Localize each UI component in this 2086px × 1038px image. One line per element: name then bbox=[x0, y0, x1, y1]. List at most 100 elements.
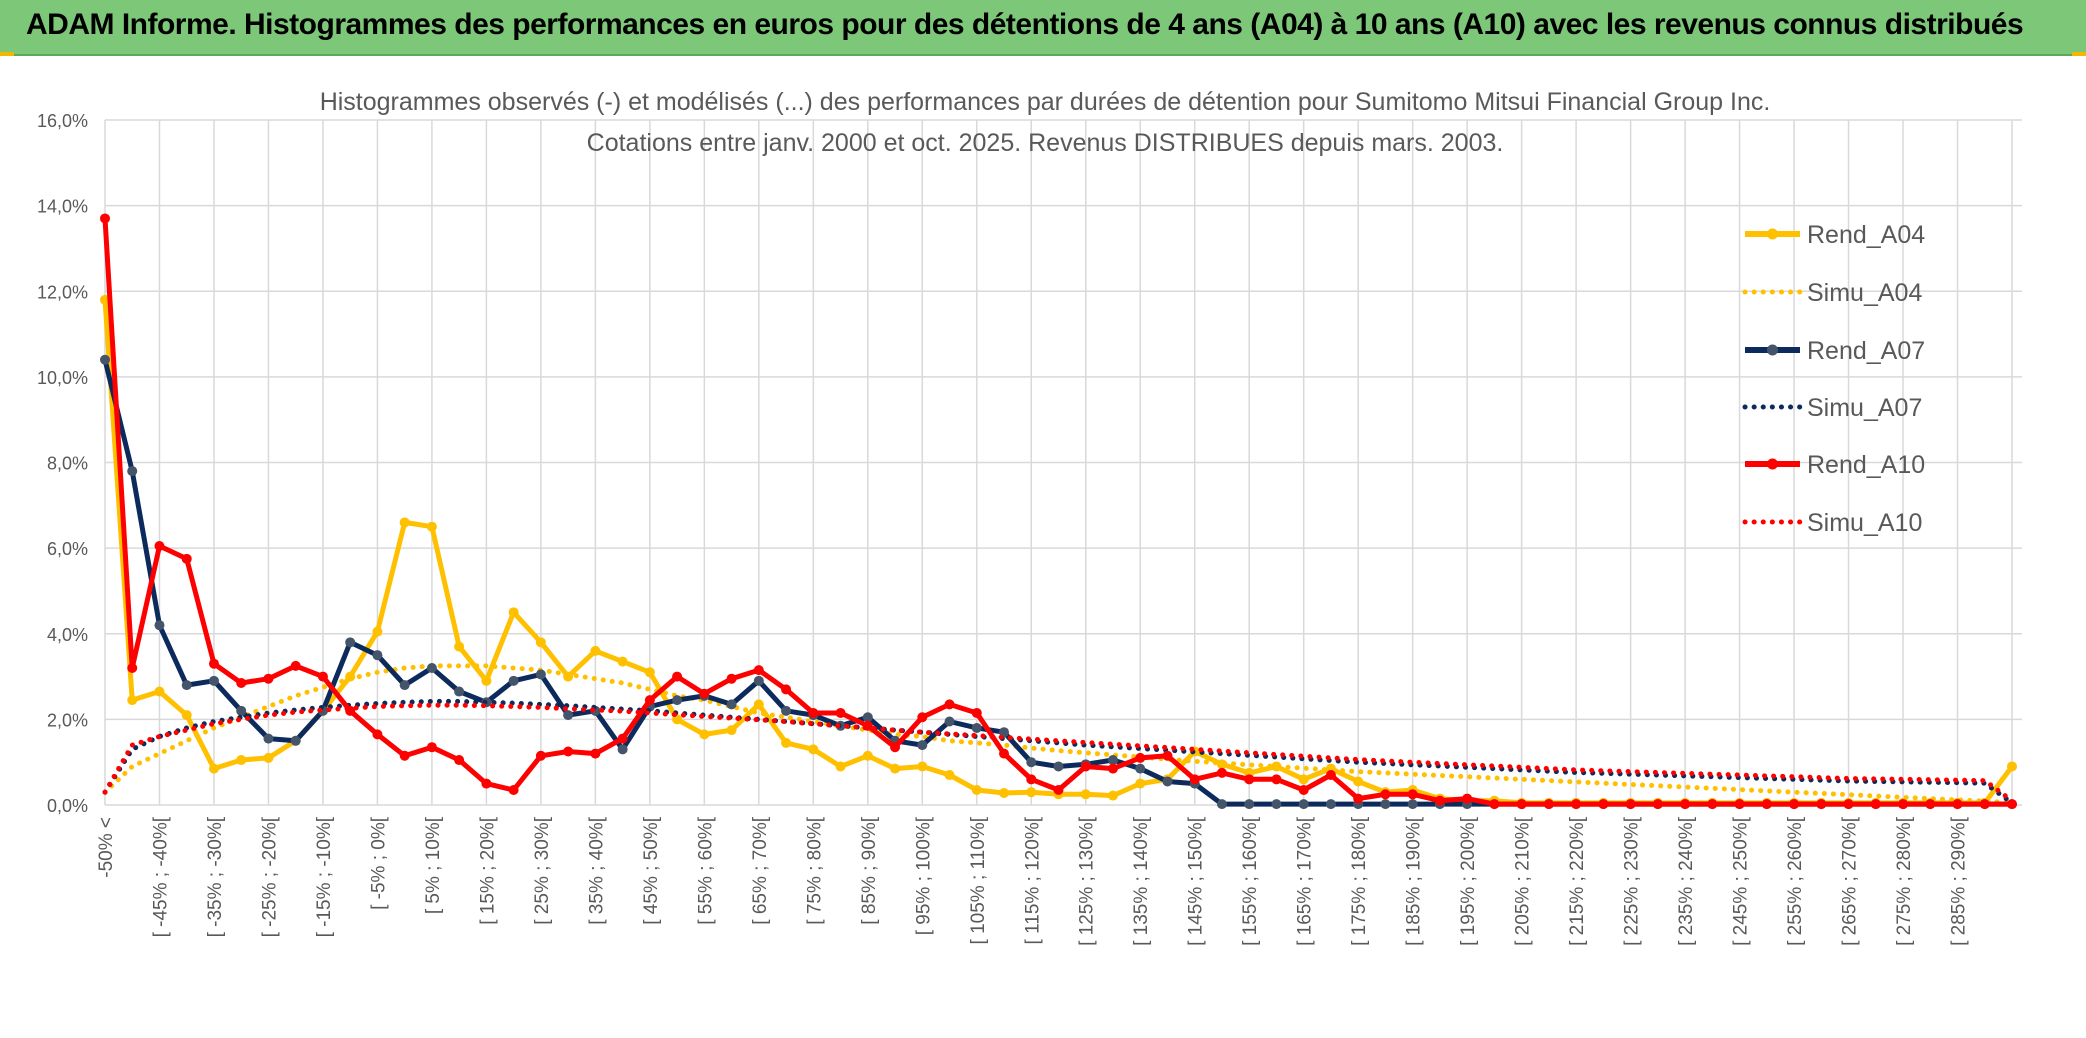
x-tick-label: [ 125% ; 130%[ bbox=[1077, 816, 1098, 946]
data-point-rend-a07 bbox=[1026, 757, 1037, 768]
data-point-rend-a10 bbox=[999, 748, 1010, 759]
x-tick-label: -50% < bbox=[96, 817, 117, 878]
x-tick-label: [ 85% ; 90%[ bbox=[859, 816, 880, 924]
x-tick-label: [ 265% ; 270%[ bbox=[1840, 816, 1861, 946]
data-point-rend-a07 bbox=[1107, 755, 1118, 766]
data-point-rend-a10 bbox=[1080, 761, 1091, 772]
data-point-rend-a10 bbox=[263, 673, 274, 684]
data-point-rend-a04 bbox=[208, 763, 219, 774]
data-point-rend-a10 bbox=[1789, 799, 1800, 810]
data-point-rend-a04 bbox=[399, 517, 410, 528]
x-tick-label: [ 255% ; 260%[ bbox=[1785, 816, 1806, 946]
data-point-rend-a10 bbox=[454, 755, 465, 766]
data-point-rend-a07 bbox=[372, 650, 383, 661]
data-point-rend-a10 bbox=[399, 750, 410, 761]
data-point-rend-a04 bbox=[154, 686, 165, 697]
x-tick-label: [ 5% ; 10%[ bbox=[423, 816, 444, 914]
y-tick-label: 2,0% bbox=[47, 710, 88, 730]
data-point-rend-a10 bbox=[1462, 793, 1473, 804]
data-point-rend-a07 bbox=[236, 705, 247, 716]
data-point-rend-a10 bbox=[1216, 767, 1227, 778]
x-tick-label: [ 225% ; 230%[ bbox=[1622, 816, 1643, 946]
legend-marker-rend-a10 bbox=[1767, 458, 1778, 470]
data-point-rend-a10 bbox=[672, 671, 683, 682]
data-point-rend-a04 bbox=[454, 641, 465, 652]
data-point-rend-a10 bbox=[917, 712, 928, 723]
data-point-rend-a10 bbox=[1135, 752, 1146, 763]
grid-layer bbox=[104, 119, 2022, 806]
x-tick-label: [ -5% ; 0%[ bbox=[368, 816, 389, 910]
x-tick-label: [ 185% ; 190%[ bbox=[1404, 816, 1425, 946]
data-point-rend-a04 bbox=[644, 667, 655, 678]
series-line-simu-a04 bbox=[102, 663, 2015, 806]
data-point-rend-a10 bbox=[154, 540, 165, 551]
x-tick-label: [ 135% ; 140%[ bbox=[1131, 816, 1152, 946]
x-tick-label: [ -15% ; -10%[ bbox=[314, 816, 335, 937]
data-point-rend-a10 bbox=[1543, 799, 1554, 810]
data-point-rend-a04 bbox=[481, 675, 492, 686]
corner-accent-left bbox=[0, 52, 14, 56]
data-point-rend-a07 bbox=[672, 695, 683, 706]
data-point-rend-a07 bbox=[263, 733, 274, 744]
data-point-rend-a10 bbox=[781, 684, 792, 695]
legend-label-simu-a07: Simu_A07 bbox=[1807, 394, 1922, 422]
data-point-rend-a10 bbox=[835, 707, 846, 718]
legend-marker-rend-a07 bbox=[1767, 344, 1778, 356]
data-point-rend-a04 bbox=[426, 521, 437, 532]
corner-accent-right bbox=[2072, 52, 2086, 56]
data-point-rend-a10 bbox=[1380, 789, 1391, 800]
data-point-rend-a10 bbox=[1434, 795, 1445, 806]
data-point-rend-a07 bbox=[917, 740, 928, 751]
data-point-rend-a07 bbox=[100, 354, 110, 365]
data-point-rend-a04 bbox=[1135, 778, 1146, 789]
x-tick-label: [ 65% ; 70%[ bbox=[750, 816, 771, 924]
data-point-rend-a10 bbox=[699, 688, 710, 699]
data-point-rend-a10 bbox=[1489, 799, 1500, 810]
x-tick-label: [ 25% ; 30%[ bbox=[532, 816, 553, 924]
data-point-rend-a04 bbox=[726, 725, 737, 736]
data-point-rend-a10 bbox=[1353, 793, 1364, 804]
data-point-rend-a10 bbox=[1680, 799, 1691, 810]
x-tick-label: [ 165% ; 170%[ bbox=[1295, 816, 1316, 946]
legend-label-rend-a04: Rend_A04 bbox=[1807, 221, 1925, 249]
y-tick-label: 12,0% bbox=[37, 282, 88, 302]
data-point-rend-a04 bbox=[917, 761, 928, 772]
axis-layer: 0,0% 2,0% 4,0% 6,0% 8,0% 10,0% 12,0% 14,0% 16,0%… bbox=[37, 111, 1970, 946]
data-point-rend-a10 bbox=[1516, 799, 1527, 810]
chart-area: 0,0% 2,0% 4,0% 6,0% 8,0% 10,0% 12,0% 14,0% 16,0%… bbox=[0, 56, 2086, 1033]
legend-label-simu-a10: Simu_A10 bbox=[1807, 509, 1922, 537]
legend-label-rend-a10: Rend_A10 bbox=[1807, 451, 1925, 479]
x-tick-label: [ 55% ; 60%[ bbox=[695, 816, 716, 924]
data-point-rend-a04 bbox=[1353, 776, 1364, 787]
data-point-rend-a10 bbox=[890, 742, 901, 753]
data-point-rend-a10 bbox=[1843, 799, 1854, 810]
x-tick-label: [ 95% ; 100%[ bbox=[913, 816, 934, 935]
x-tick-label: [ 235% ; 240%[ bbox=[1676, 816, 1697, 946]
data-point-rend-a10 bbox=[644, 695, 655, 706]
report-title: ADAM Informe. Histogrammes des performan… bbox=[26, 8, 2024, 41]
data-point-rend-a04 bbox=[753, 699, 764, 710]
x-tick-label: [ -35% ; -30%[ bbox=[205, 816, 226, 937]
y-tick-label: 8,0% bbox=[47, 454, 88, 474]
x-tick-label: [ 285% ; 290%[ bbox=[1949, 816, 1970, 946]
x-tick-label: [ 215% ; 220%[ bbox=[1567, 816, 1588, 946]
data-point-rend-a10 bbox=[1761, 799, 1772, 810]
data-point-rend-a04 bbox=[1026, 787, 1037, 798]
data-point-rend-a07 bbox=[563, 710, 574, 721]
data-point-rend-a07 bbox=[181, 680, 192, 691]
data-point-rend-a07 bbox=[971, 722, 982, 733]
data-point-rend-a07 bbox=[426, 663, 437, 673]
data-point-rend-a10 bbox=[1271, 774, 1282, 785]
data-point-rend-a04 bbox=[127, 695, 138, 706]
data-point-rend-a04 bbox=[890, 763, 901, 774]
data-point-rend-a10 bbox=[1244, 774, 1255, 785]
data-point-rend-a10 bbox=[808, 707, 819, 718]
data-point-rend-a04 bbox=[862, 750, 873, 761]
legend-label-simu-a04: Simu_A04 bbox=[1807, 279, 1922, 307]
data-point-rend-a10 bbox=[1325, 770, 1336, 781]
x-tick-label: [ 205% ; 210%[ bbox=[1513, 816, 1534, 946]
data-point-rend-a10 bbox=[317, 671, 328, 682]
data-point-rend-a10 bbox=[1107, 763, 1118, 774]
data-point-rend-a04 bbox=[617, 656, 628, 667]
data-point-rend-a04 bbox=[181, 710, 192, 721]
